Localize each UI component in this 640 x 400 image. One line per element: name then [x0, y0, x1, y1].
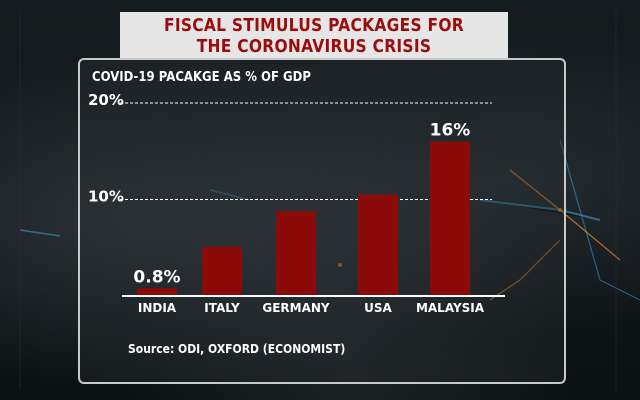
- x-tick-label: ITALY: [204, 301, 240, 315]
- y-tick-label: 10%: [88, 188, 124, 206]
- x-tick-label: GERMANY: [262, 301, 330, 315]
- bar: [358, 194, 398, 296]
- bar: [430, 141, 470, 296]
- chart-title-line-2: THE CORONAVIRUS CRISIS: [196, 36, 432, 57]
- x-tick-label: USA: [364, 301, 392, 315]
- bar: [137, 288, 177, 296]
- bar: [202, 246, 242, 296]
- source-note: Source: ODI, OXFORD (ECONOMIST): [128, 342, 346, 356]
- x-tick-label: INDIA: [138, 301, 177, 315]
- data-label: 0.8%: [133, 267, 180, 287]
- chart-subtitle: COVID-19 PACAKGE AS % OF GDP: [92, 70, 311, 85]
- data-label: 16%: [430, 121, 471, 141]
- chart-title-line-1: FISCAL STIMULUS PACKAGES FOR: [164, 15, 464, 36]
- bar: [276, 211, 316, 296]
- y-tick-label: 20%: [88, 91, 124, 109]
- x-tick-label: MALAYSIA: [416, 301, 485, 315]
- chart-title-banner: FISCAL STIMULUS PACKAGES FOR THE CORONAV…: [120, 12, 508, 60]
- chart-panel: [78, 58, 566, 384]
